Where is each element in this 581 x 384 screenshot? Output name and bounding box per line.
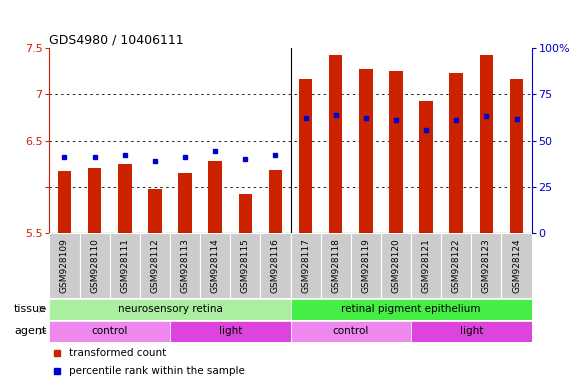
Text: control: control bbox=[91, 326, 128, 336]
Bar bbox=[49, 299, 290, 320]
Bar bbox=[389, 71, 403, 233]
Text: light: light bbox=[218, 326, 242, 336]
Bar bbox=[118, 164, 131, 233]
Bar bbox=[411, 233, 441, 298]
Text: GSM928112: GSM928112 bbox=[150, 238, 159, 293]
Bar bbox=[290, 233, 321, 298]
Text: GSM928122: GSM928122 bbox=[452, 238, 461, 293]
Text: transformed count: transformed count bbox=[69, 348, 166, 358]
Bar bbox=[260, 233, 290, 298]
Text: neurosensory retina: neurosensory retina bbox=[117, 304, 223, 314]
Bar bbox=[239, 194, 252, 233]
Bar bbox=[290, 321, 411, 342]
Text: retinal pigment epithelium: retinal pigment epithelium bbox=[341, 304, 481, 314]
Text: GSM928119: GSM928119 bbox=[361, 238, 370, 293]
Text: agent: agent bbox=[14, 326, 46, 336]
Bar bbox=[200, 233, 230, 298]
Text: GSM928115: GSM928115 bbox=[241, 238, 250, 293]
Text: tissue: tissue bbox=[13, 304, 46, 314]
Bar bbox=[230, 233, 260, 298]
Bar bbox=[480, 55, 493, 233]
Text: light: light bbox=[460, 326, 483, 336]
Bar bbox=[411, 321, 532, 342]
Bar bbox=[88, 169, 101, 233]
Bar bbox=[450, 73, 463, 233]
Bar bbox=[209, 161, 222, 233]
Bar bbox=[351, 233, 381, 298]
Bar bbox=[329, 55, 342, 233]
Text: GSM928116: GSM928116 bbox=[271, 238, 280, 293]
Text: GSM928110: GSM928110 bbox=[90, 238, 99, 293]
Text: GSM928117: GSM928117 bbox=[301, 238, 310, 293]
Bar bbox=[359, 68, 372, 233]
Text: GSM928123: GSM928123 bbox=[482, 238, 491, 293]
Bar bbox=[140, 233, 170, 298]
Bar bbox=[170, 321, 290, 342]
Bar bbox=[510, 79, 523, 233]
Text: percentile rank within the sample: percentile rank within the sample bbox=[69, 366, 245, 376]
Bar bbox=[501, 233, 532, 298]
Text: GSM928109: GSM928109 bbox=[60, 238, 69, 293]
Bar bbox=[290, 299, 532, 320]
Bar bbox=[170, 233, 200, 298]
Bar bbox=[178, 173, 192, 233]
Bar bbox=[110, 233, 140, 298]
Bar bbox=[80, 233, 110, 298]
Text: GSM928114: GSM928114 bbox=[211, 238, 220, 293]
Text: GSM928121: GSM928121 bbox=[422, 238, 431, 293]
Bar bbox=[49, 321, 170, 342]
Bar bbox=[49, 233, 80, 298]
Text: GSM928111: GSM928111 bbox=[120, 238, 129, 293]
Bar bbox=[321, 233, 351, 298]
Bar bbox=[381, 233, 411, 298]
Bar bbox=[471, 233, 501, 298]
Bar bbox=[268, 170, 282, 233]
Bar bbox=[419, 101, 433, 233]
Bar bbox=[441, 233, 471, 298]
Text: GSM928118: GSM928118 bbox=[331, 238, 340, 293]
Text: GSM928113: GSM928113 bbox=[181, 238, 189, 293]
Text: GSM928124: GSM928124 bbox=[512, 238, 521, 293]
Text: control: control bbox=[332, 326, 369, 336]
Bar bbox=[148, 189, 162, 233]
Bar bbox=[58, 171, 71, 233]
Text: GSM928120: GSM928120 bbox=[392, 238, 400, 293]
Bar bbox=[299, 79, 313, 233]
Text: GDS4980 / 10406111: GDS4980 / 10406111 bbox=[49, 33, 184, 46]
